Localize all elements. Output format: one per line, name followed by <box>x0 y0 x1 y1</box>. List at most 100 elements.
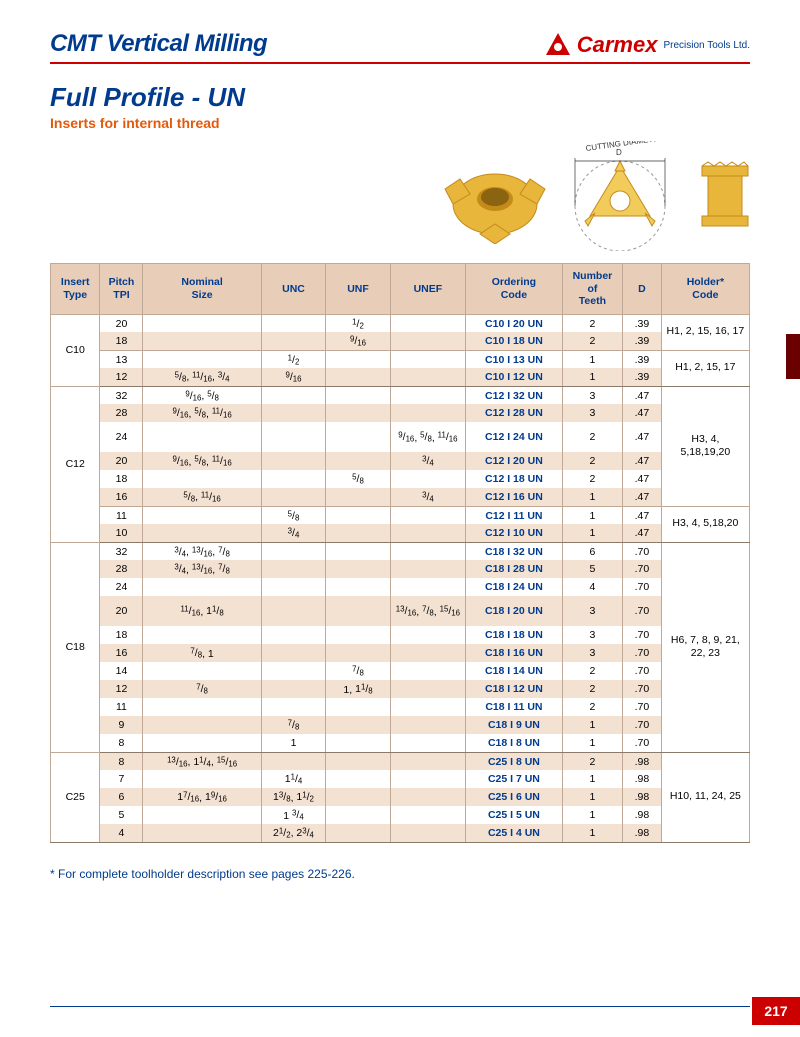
data-cell <box>261 560 326 578</box>
data-cell <box>326 578 391 596</box>
brand-subtitle: Precision Tools Ltd. <box>663 40 750 51</box>
data-cell <box>326 350 391 368</box>
data-cell: 2 <box>562 452 622 470</box>
data-cell: .98 <box>623 788 662 806</box>
data-cell <box>261 662 326 680</box>
table-row: 127/81, 11/8C18 I 12 UN2.70 <box>51 680 750 698</box>
table-header-row: InsertTypePitchTPINominalSizeUNCUNFUNEFO… <box>51 264 750 315</box>
data-cell <box>390 698 465 716</box>
data-cell <box>390 542 465 560</box>
data-cell: 4 <box>562 578 622 596</box>
data-cell: 1 <box>562 806 622 824</box>
table-row: 209/16, 5/8, 11/163/4C12 I 20 UN2.47 <box>51 452 750 470</box>
data-cell <box>261 578 326 596</box>
data-cell: 2 <box>562 470 622 488</box>
data-cell <box>326 542 391 560</box>
data-cell: .70 <box>623 662 662 680</box>
holder-code-cell: H6, 7, 8, 9, 21, 22, 23 <box>661 542 749 752</box>
data-cell: .47 <box>623 470 662 488</box>
data-cell: 18 <box>100 626 143 644</box>
table-row: 97/8C18 I 9 UN1.70 <box>51 716 750 734</box>
data-cell: 2 <box>562 752 622 770</box>
data-cell: 7/8 <box>143 680 261 698</box>
brand-logo-icon <box>545 32 571 58</box>
data-cell: 1 <box>562 524 622 542</box>
ordering-code-cell: C12 I 18 UN <box>466 470 563 488</box>
data-cell <box>326 770 391 788</box>
data-cell: 1/2 <box>261 350 326 368</box>
insert-type-cell: C25 <box>51 752 100 842</box>
data-cell <box>390 680 465 698</box>
tagline: Inserts for internal thread <box>50 115 750 131</box>
ordering-code-cell: C12 I 16 UN <box>466 488 563 506</box>
insert-top-diagram-icon: D CUTTING DIAMETER <box>560 141 690 251</box>
data-cell: .98 <box>623 770 662 788</box>
ordering-code-cell: C25 I 6 UN <box>466 788 563 806</box>
data-cell: 9/16, 5/8, 11/16 <box>390 422 465 452</box>
data-cell: 1 3/4 <box>261 806 326 824</box>
data-cell <box>326 368 391 386</box>
data-cell: 8 <box>100 734 143 752</box>
holder-code-cell: H1, 2, 15, 17 <box>661 350 749 386</box>
data-cell <box>390 524 465 542</box>
data-cell: 7/8, 1 <box>143 644 261 662</box>
data-cell <box>326 386 391 404</box>
data-cell <box>390 332 465 350</box>
data-cell: 18 <box>100 470 143 488</box>
data-cell <box>390 368 465 386</box>
data-cell <box>390 386 465 404</box>
data-cell <box>326 752 391 770</box>
col-header: NominalSize <box>143 264 261 315</box>
data-cell <box>143 314 261 332</box>
ordering-code-cell: C12 I 11 UN <box>466 506 563 524</box>
data-cell: 9/16 <box>261 368 326 386</box>
data-cell: 9/16, 5/8, 11/16 <box>143 452 261 470</box>
data-cell: .39 <box>623 350 662 368</box>
data-cell: 13/8, 11/2 <box>261 788 326 806</box>
data-cell <box>326 716 391 734</box>
data-cell: .70 <box>623 542 662 560</box>
data-cell <box>390 644 465 662</box>
data-cell <box>390 404 465 422</box>
ordering-code-cell: C18 I 8 UN <box>466 734 563 752</box>
data-cell: 2 <box>562 662 622 680</box>
data-cell: 1 <box>562 824 622 842</box>
data-cell: 3 <box>562 596 622 626</box>
data-cell: 7/8 <box>326 662 391 680</box>
ordering-code-cell: C10 I 13 UN <box>466 350 563 368</box>
ordering-code-cell: C12 I 10 UN <box>466 524 563 542</box>
data-cell <box>390 626 465 644</box>
data-cell: 11/4 <box>261 770 326 788</box>
table-row: 147/8C18 I 14 UN2.70 <box>51 662 750 680</box>
data-cell: 13/16, 11/4, 15/16 <box>143 752 261 770</box>
data-cell <box>390 734 465 752</box>
data-cell: 9 <box>100 716 143 734</box>
data-cell: 7 <box>100 770 143 788</box>
data-cell: 1 <box>562 350 622 368</box>
data-cell: 10 <box>100 524 143 542</box>
col-header: InsertType <box>51 264 100 315</box>
data-cell <box>261 698 326 716</box>
data-cell: .47 <box>623 452 662 470</box>
data-cell: 9/16, 5/8, 11/16 <box>143 404 261 422</box>
data-cell: .70 <box>623 734 662 752</box>
data-cell: 11/16, 11/8 <box>143 596 261 626</box>
data-cell: .47 <box>623 404 662 422</box>
table-row: 51 3/4C25 I 5 UN1.98 <box>51 806 750 824</box>
data-cell: .39 <box>623 314 662 332</box>
data-cell: 5/8 <box>326 470 391 488</box>
data-cell: 12 <box>100 680 143 698</box>
table-row: C12329/16, 5/8C12 I 32 UN3.47H3, 4, 5,18… <box>51 386 750 404</box>
table-row: 18C18 I 18 UN3.70 <box>51 626 750 644</box>
data-cell: 11 <box>100 698 143 716</box>
table-row: 167/8, 1C18 I 16 UN3.70 <box>51 644 750 662</box>
data-cell: 4 <box>100 824 143 842</box>
data-cell <box>143 506 261 524</box>
data-cell <box>390 806 465 824</box>
table-row: 283/4, 13/16, 7/8C18 I 28 UN5.70 <box>51 560 750 578</box>
data-cell <box>143 524 261 542</box>
data-cell <box>261 386 326 404</box>
data-cell: 13/16, 7/8, 15/16 <box>390 596 465 626</box>
data-cell: .47 <box>623 488 662 506</box>
data-cell: 24 <box>100 422 143 452</box>
